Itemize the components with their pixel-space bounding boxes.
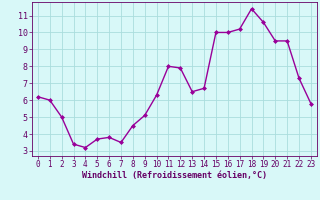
- X-axis label: Windchill (Refroidissement éolien,°C): Windchill (Refroidissement éolien,°C): [82, 171, 267, 180]
